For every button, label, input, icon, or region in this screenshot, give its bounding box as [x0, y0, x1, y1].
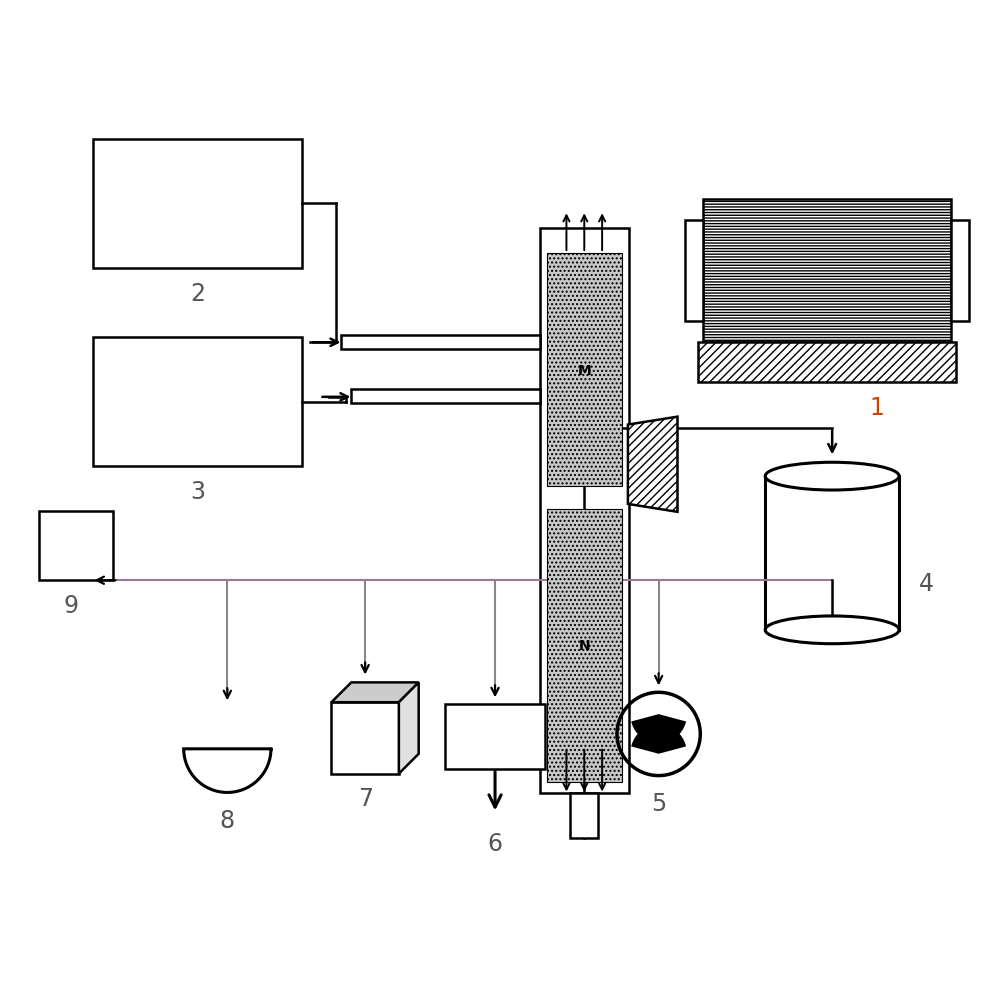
Ellipse shape [765, 616, 899, 644]
Text: M: M [577, 363, 591, 378]
Bar [703, 199, 951, 343]
Text: 5: 5 [651, 792, 666, 815]
Polygon shape [331, 682, 419, 702]
Polygon shape [698, 343, 956, 383]
Text: 4: 4 [919, 572, 934, 596]
Wedge shape [633, 726, 685, 753]
Wedge shape [184, 749, 271, 793]
Text: 7: 7 [358, 787, 373, 810]
Bar [93, 338, 302, 466]
Text: 9: 9 [64, 594, 79, 617]
Bar [331, 702, 399, 774]
Text: 6: 6 [488, 831, 503, 855]
Bar [351, 390, 540, 404]
Bar [570, 794, 598, 838]
Bar [951, 221, 969, 321]
Bar [341, 335, 540, 349]
Text: 1: 1 [869, 395, 884, 419]
Bar [39, 512, 113, 581]
Bar [540, 229, 629, 794]
Bar [547, 510, 622, 782]
Bar [685, 221, 703, 321]
Bar [445, 704, 545, 769]
Bar [93, 140, 302, 268]
Text: 2: 2 [190, 281, 205, 306]
Text: N: N [578, 639, 590, 653]
Bar [765, 476, 899, 630]
Text: 8: 8 [220, 809, 235, 832]
Ellipse shape [765, 462, 899, 490]
Polygon shape [628, 417, 677, 513]
Bar [547, 253, 622, 486]
Text: 3: 3 [190, 479, 205, 504]
Polygon shape [399, 682, 419, 774]
Wedge shape [633, 716, 685, 742]
